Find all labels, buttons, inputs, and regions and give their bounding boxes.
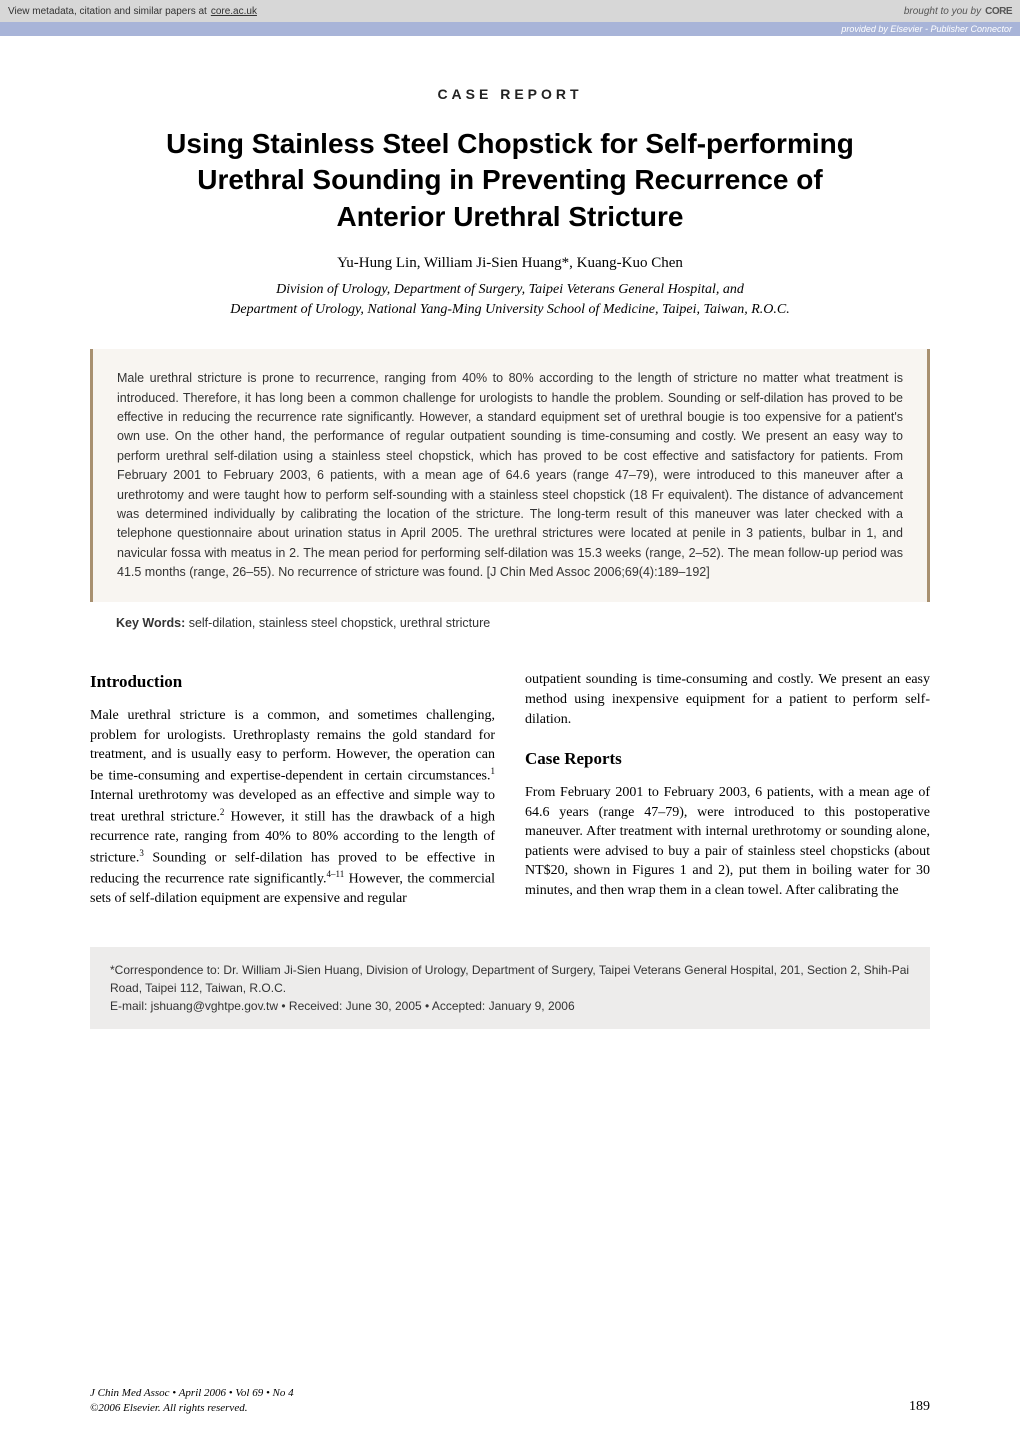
banner-right-prefix: brought to you by — [904, 6, 981, 17]
banner-right: brought to you by CORE — [904, 6, 1012, 17]
citation-4: 4–11 — [327, 869, 345, 879]
case-reports-heading: Case Reports — [525, 747, 930, 771]
author-list: Yu-Hung Lin, William Ji-Sien Huang*, Kua… — [90, 255, 930, 272]
correspondence-line-2: E-mail: jshuang@vghtpe.gov.tw • Received… — [110, 997, 910, 1015]
abstract-box: Male urethral stricture is prone to recu… — [90, 349, 930, 602]
intro-seg-1: Male urethral stricture is a common, and… — [90, 708, 495, 783]
provider-text: provided by Elsevier - Publisher Connect… — [841, 24, 1012, 34]
copyright: ©2006 Elsevier. All rights reserved. — [90, 1401, 294, 1415]
correspondence-box: *Correspondence to: Dr. William Ji-Sien … — [90, 947, 930, 1029]
body-columns: Introduction Male urethral stricture is … — [90, 670, 930, 918]
keywords-text: self-dilation, stainless steel chopstick… — [185, 616, 490, 630]
column-right: outpatient sounding is time-consuming an… — [525, 670, 930, 918]
footer-left: J Chin Med Assoc • April 2006 • Vol 69 •… — [90, 1386, 294, 1415]
correspondence-line-1: *Correspondence to: Dr. William Ji-Sien … — [110, 961, 910, 997]
journal-citation: J Chin Med Assoc • April 2006 • Vol 69 •… — [90, 1386, 294, 1400]
metadata-banner: View metadata, citation and similar pape… — [0, 0, 1020, 22]
case-reports-paragraph: From February 2001 to February 2003, 6 p… — [525, 783, 930, 901]
page-content: CASE REPORT Using Stainless Steel Chopst… — [0, 36, 1020, 1069]
banner-left-text: View metadata, citation and similar pape… — [8, 6, 207, 17]
keywords-label: Key Words: — [116, 616, 185, 630]
title-line-1: Using Stainless Steel Chopstick for Self… — [166, 128, 854, 159]
core-logo-icon: CORE — [985, 6, 1012, 17]
report-type-label: CASE REPORT — [90, 86, 930, 102]
provider-banner: provided by Elsevier - Publisher Connect… — [0, 22, 1020, 36]
core-link[interactable]: core.ac.uk — [211, 6, 257, 17]
page-footer: J Chin Med Assoc • April 2006 • Vol 69 •… — [90, 1386, 930, 1415]
affiliation: Division of Urology, Department of Surge… — [90, 280, 930, 319]
affiliation-line-1: Division of Urology, Department of Surge… — [276, 282, 744, 297]
banner-left: View metadata, citation and similar pape… — [8, 6, 257, 17]
citation-1: 1 — [491, 766, 496, 776]
title-line-3: Anterior Urethral Stricture — [337, 201, 684, 232]
introduction-paragraph: Male urethral stricture is a common, and… — [90, 706, 495, 909]
introduction-heading: Introduction — [90, 670, 495, 694]
keywords: Key Words: self-dilation, stainless stee… — [90, 616, 930, 630]
title-line-2: Urethral Sounding in Preventing Recurren… — [197, 164, 822, 195]
abstract-text: Male urethral stricture is prone to recu… — [117, 371, 903, 579]
article-title: Using Stainless Steel Chopstick for Self… — [90, 126, 930, 235]
page-number: 189 — [909, 1399, 930, 1415]
intro-continuation: outpatient sounding is time-consuming an… — [525, 670, 930, 729]
affiliation-line-2: Department of Urology, National Yang-Min… — [230, 302, 789, 317]
column-left: Introduction Male urethral stricture is … — [90, 670, 495, 918]
